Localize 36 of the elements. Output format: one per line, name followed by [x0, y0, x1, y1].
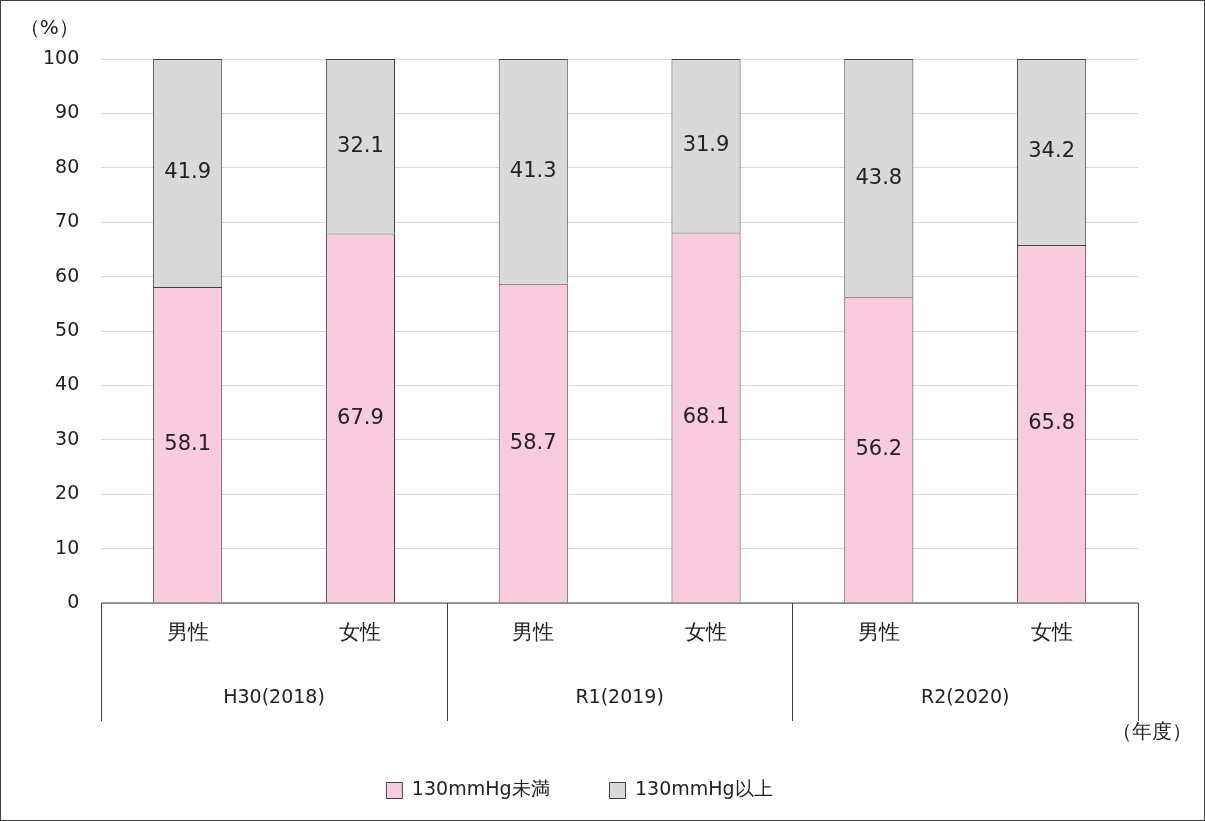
data-label: 31.9 [682, 132, 730, 157]
data-label: 43.8 [855, 164, 903, 189]
legend-label: 130mmHg未満 [411, 777, 550, 800]
text: R1(2019) [575, 684, 664, 707]
data-label: 65.8 [1028, 410, 1075, 435]
x-tick-label: 男性 [166, 620, 209, 645]
x-tick-label: 男性 [512, 620, 555, 645]
y-tick-label: 100 [43, 45, 80, 68]
data-label: 32.1 [337, 132, 384, 157]
x-tick-label: 女性 [1030, 620, 1073, 645]
text: R2(2020) [920, 684, 1010, 707]
y-tick-label: 10 [55, 535, 80, 558]
y-tick-label: 40 [55, 372, 80, 395]
data-label: 58.1 [164, 431, 212, 456]
y-tick-label: 50 [55, 317, 80, 340]
y-tick-label: 60 [55, 263, 80, 286]
y-axis-title: （%） [19, 15, 79, 40]
y-tick-label: 70 [55, 209, 80, 232]
x-tick-label: 男性 [857, 620, 900, 645]
data-label: 68.1 [682, 403, 730, 428]
x-axis-title: （年度） [1112, 719, 1192, 744]
data-label: 41.3 [509, 157, 557, 182]
data-label: 58.7 [509, 429, 557, 454]
y-tick-label: 80 [55, 154, 80, 177]
data-label: 56.2 [855, 436, 903, 461]
y-tick-label: 0 [67, 589, 80, 612]
y-tick-label: 30 [55, 426, 80, 449]
data-label: 41.9 [164, 159, 212, 184]
y-tick-label: 90 [55, 100, 80, 123]
x-tick-label: 女性 [685, 620, 728, 645]
legend-label: 130mmHg以上 [635, 777, 773, 800]
text: H30(2018) [223, 684, 325, 707]
data-label: 34.2 [1028, 138, 1075, 163]
y-tick-label: 20 [55, 481, 80, 504]
data-label: 67.9 [337, 404, 384, 429]
x-tick-label: 女性 [339, 620, 382, 645]
